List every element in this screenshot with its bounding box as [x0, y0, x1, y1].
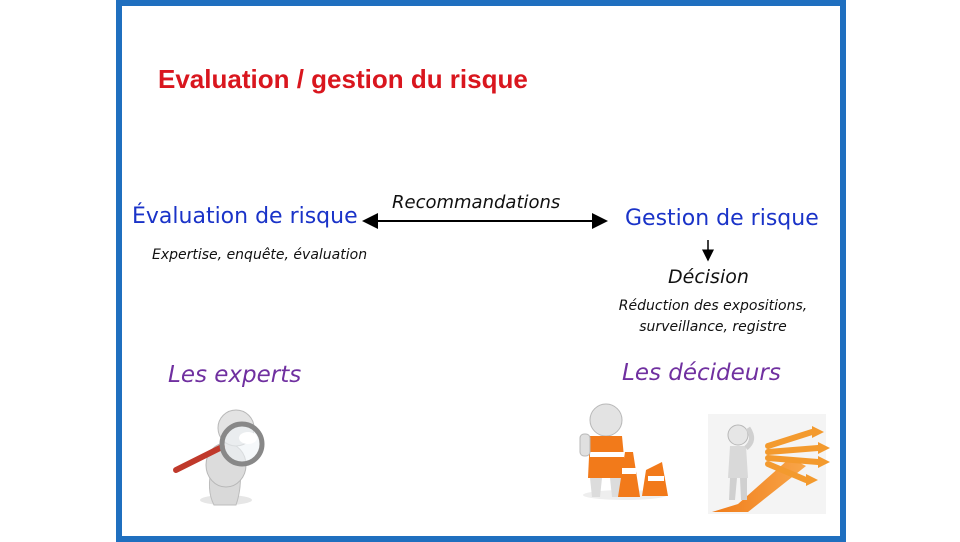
recommendations-label: Recommandations — [392, 192, 561, 213]
experts-label: Les experts — [168, 362, 302, 388]
evaluation-node-label: Évaluation de risque — [132, 204, 358, 229]
decision-detail: Réduction des expositions, surveillance,… — [618, 298, 808, 335]
thinking-person-crossroads-icon — [708, 414, 830, 514]
magnifying-glass-person-icon — [173, 409, 265, 506]
decision-label: Décision — [668, 266, 749, 288]
slide-title: Evaluation / gestion du risque — [158, 64, 528, 94]
management-node-label: Gestion de risque — [625, 206, 819, 231]
decideurs-label: Les décideurs — [622, 360, 781, 386]
evaluation-subtitle: Expertise, enquête, évaluation — [152, 247, 368, 263]
stop-hand-cones-icon — [579, 403, 668, 500]
